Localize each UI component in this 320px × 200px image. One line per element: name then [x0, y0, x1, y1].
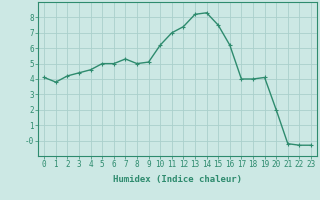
X-axis label: Humidex (Indice chaleur): Humidex (Indice chaleur): [113, 175, 242, 184]
